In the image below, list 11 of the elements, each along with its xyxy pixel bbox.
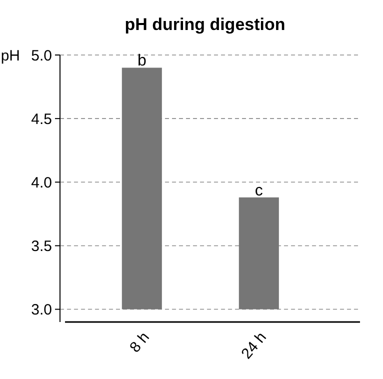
- y-tick-label: 4.0: [31, 174, 52, 192]
- y-tick-label: 5.0: [31, 47, 52, 64]
- x-tick-label: 24 h: [238, 329, 270, 362]
- y-tick-label: 3.5: [31, 238, 52, 255]
- x-tick-label: 8 h: [126, 329, 153, 356]
- y-tick-label: 3.0: [31, 302, 52, 319]
- annotation: b: [137, 52, 146, 70]
- annotation: c: [254, 182, 263, 200]
- chart-title: pH during digestion: [124, 15, 286, 34]
- y-axis-title: pH: [0, 47, 20, 64]
- y-tick-label: 4.5: [31, 110, 52, 128]
